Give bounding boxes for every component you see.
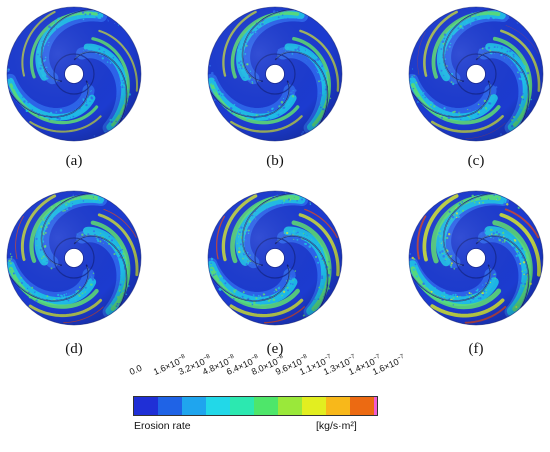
impeller-panel-d [4,188,144,328]
impeller-contour [6,6,142,142]
hub-hole [64,248,84,268]
panel-label-c: (c) [467,153,485,169]
panel-label-a: (a) [65,153,83,169]
panel-label-e: (e) [266,341,284,357]
panel-label-d: (d) [65,341,83,357]
colorbar-tick-label: 0.0 [127,362,144,377]
colorbar-title: Erosion rate [134,420,191,432]
impeller-contour [408,6,544,142]
panel-label-b: (b) [266,153,284,169]
impeller-contour [207,6,343,142]
impeller-contour [6,190,142,326]
colorbar-swatch [302,397,326,415]
colorbar-swatch [254,397,278,415]
colorbar-end-cap [374,397,377,415]
impeller-contour [408,190,544,326]
colorbar-units: [kg/s·m²] [316,420,357,432]
colorbar-swatch [134,397,158,415]
colorbar-swatch [182,397,206,415]
hub-hole [466,64,486,84]
hub-hole [466,248,486,268]
impeller-panel-f [406,188,546,328]
hub-hole [265,64,285,84]
colorbar-swatch [278,397,302,415]
impeller-panel-a [4,4,144,144]
impeller-panel-b [205,4,345,144]
colorbar-swatch [350,397,374,415]
impeller-contour [207,190,343,326]
colorbar [133,396,378,416]
colorbar-swatch [206,397,230,415]
colorbar-swatch [230,397,254,415]
colorbar-swatch [158,397,182,415]
colorbar-swatch [326,397,350,415]
impeller-panel-c [406,4,546,144]
hub-hole [64,64,84,84]
panel-label-f: (f) [468,341,484,357]
impeller-panel-e [205,188,345,328]
hub-hole [265,248,285,268]
